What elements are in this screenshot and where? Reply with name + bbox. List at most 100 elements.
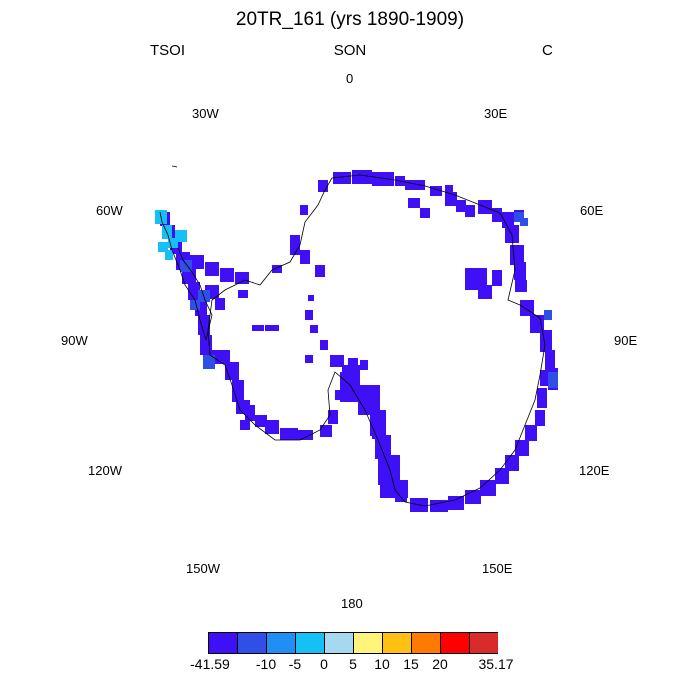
data-cell: [318, 180, 328, 192]
colorbar-label: 20: [432, 656, 448, 672]
data-cell: [203, 355, 215, 369]
season-label: SON: [333, 42, 367, 59]
data-cell: [495, 468, 509, 484]
data-cell: [265, 325, 279, 331]
data-cell: [340, 372, 360, 402]
data-cell: [514, 212, 524, 222]
data-cell: [290, 235, 300, 255]
data-cell: [456, 200, 466, 212]
data-cell: [272, 265, 282, 273]
data-cell: [300, 250, 310, 264]
variable-label: TSOI: [150, 42, 186, 59]
colorbar-box: [440, 632, 470, 654]
data-cell: [280, 428, 298, 440]
lon-label-90w: 90W: [61, 333, 88, 348]
data-cell: [245, 405, 255, 421]
lon-label-90e: 90E: [614, 333, 638, 348]
data-cell: [515, 440, 529, 456]
data-cell: [348, 358, 358, 368]
lon-label-30e: 30E: [484, 106, 508, 121]
data-cell: [448, 496, 464, 510]
colorbar-label: -5: [288, 656, 302, 672]
data-cell: [310, 325, 318, 333]
lon-label-150w: 150W: [186, 561, 220, 576]
data-cell: [328, 410, 338, 424]
soil-temperature-cells: [155, 170, 558, 512]
colorbar-box: [353, 632, 383, 654]
data-cell: [200, 335, 212, 355]
lon-label-120e: 120E: [579, 463, 610, 478]
antarctica-coastline: [207, 174, 546, 507]
data-cell: [330, 355, 344, 367]
data-cell: [158, 242, 168, 252]
units-label: C: [542, 42, 553, 59]
data-cell: [378, 455, 400, 485]
data-cell: [235, 272, 249, 284]
lon-label-60e: 60E: [580, 203, 604, 218]
lon-label-120w: 120W: [88, 463, 122, 478]
data-cell: [408, 198, 420, 208]
data-cell: [514, 262, 526, 280]
data-cell: [180, 260, 192, 272]
colorbar-label: 15: [403, 656, 419, 672]
data-cell: [205, 262, 219, 276]
data-cell: [540, 370, 550, 386]
data-cell: [465, 268, 487, 290]
data-cell: [252, 325, 264, 331]
colorbar-box: [324, 632, 354, 654]
data-cell: [478, 285, 492, 299]
data-cell: [465, 490, 481, 504]
colorbar-label: -41.59: [190, 656, 230, 672]
data-cell: [540, 330, 552, 352]
data-cell: [420, 208, 430, 218]
data-cell: [352, 170, 372, 184]
lon-label-150e: 150E: [482, 561, 513, 576]
data-cell: [544, 310, 552, 320]
colorbar-box: [295, 632, 325, 654]
data-cell: [220, 268, 234, 282]
lon-label-30w: 30W: [192, 106, 219, 121]
data-cell: [505, 225, 519, 243]
data-cell: [305, 310, 313, 320]
data-cell: [520, 218, 528, 226]
data-cell: [188, 282, 200, 300]
colorbar-box: [237, 632, 267, 654]
data-cell: [198, 315, 210, 335]
data-cell: [480, 480, 496, 496]
data-cell: [375, 435, 391, 459]
colorbar-label: 10: [374, 656, 390, 672]
data-cell: [335, 390, 343, 400]
colorbar-label: 5: [349, 656, 357, 672]
colorbar-label: 0: [320, 656, 328, 672]
plot-title: 20TR_161 (yrs 1890-1909): [235, 9, 465, 30]
data-cell: [315, 265, 325, 277]
data-cell: [255, 415, 267, 427]
lon-label-180: 180: [341, 596, 363, 611]
data-cell: [168, 238, 178, 248]
data-cell: [175, 230, 187, 242]
data-cell: [537, 388, 547, 408]
data-cell: [430, 186, 442, 196]
data-cell: [405, 180, 425, 190]
colorbar-box: [266, 632, 296, 654]
antarctic-peninsula-coastline: [159, 211, 213, 341]
data-cell: [190, 255, 204, 269]
colorbar-box: [208, 632, 238, 654]
data-cell: [515, 280, 527, 292]
data-cell: [265, 420, 279, 434]
data-cell: [232, 380, 244, 402]
data-cell: [305, 355, 313, 363]
colorbar-box: [469, 632, 498, 654]
data-cell: [492, 270, 502, 286]
colorbar: [208, 632, 498, 654]
data-cell: [535, 410, 545, 426]
colorbar-label: -10: [255, 656, 277, 672]
data-cell: [333, 172, 351, 184]
data-cell: [502, 212, 514, 228]
data-cell: [520, 300, 534, 316]
data-cell: [430, 500, 448, 512]
data-cell: [165, 250, 173, 260]
data-cell: [240, 420, 250, 430]
data-cell: [445, 192, 457, 206]
